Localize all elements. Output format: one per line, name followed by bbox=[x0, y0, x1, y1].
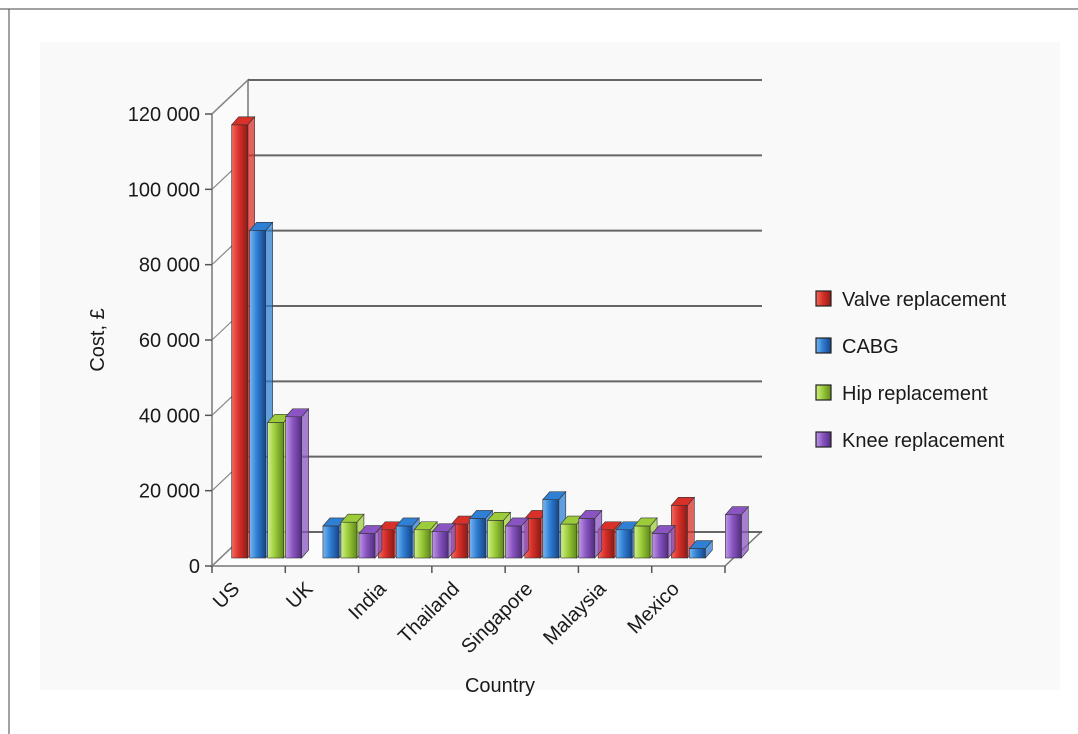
y-tick-label: 100 000 bbox=[128, 179, 200, 201]
bar-hip-replacement-thailand bbox=[486, 511, 512, 559]
legend-label: Knee replacement bbox=[842, 430, 1005, 452]
legend-label: CABG bbox=[842, 336, 899, 358]
plot-area-background bbox=[40, 42, 1060, 690]
legend-swatch bbox=[815, 384, 832, 401]
bars bbox=[230, 116, 750, 559]
bar-cabg-mexico bbox=[688, 539, 714, 559]
gridline-side bbox=[211, 79, 249, 115]
bar-knee-replacement-mexico bbox=[724, 505, 750, 559]
y-tick-label: 0 bbox=[189, 556, 200, 578]
legend-label: Valve replacement bbox=[842, 289, 1007, 311]
legend-label: Hip replacement bbox=[842, 383, 988, 405]
bar-knee-replacement-india bbox=[431, 522, 456, 559]
legend: Valve replacement CABG Hip replacement Knee… bbox=[815, 289, 1007, 452]
bar-knee-replacement-us bbox=[284, 407, 310, 559]
y-tick-label: 60 000 bbox=[139, 330, 200, 352]
y-axis: 0 20 000 40 000 60 000 80 000 100 000 120 000 bbox=[128, 104, 212, 578]
bar-knee-replacement-uk bbox=[358, 524, 383, 559]
x-axis-title: Country bbox=[465, 675, 535, 697]
y-tick-label: 120 000 bbox=[128, 104, 200, 126]
y-tick-label: 80 000 bbox=[139, 255, 200, 277]
legend-swatch bbox=[815, 431, 832, 448]
y-tick-label: 20 000 bbox=[139, 481, 200, 503]
legend-swatch bbox=[815, 290, 832, 307]
bar-knee-replacement-malaysia bbox=[651, 524, 676, 559]
bar-knee-replacement-singapore bbox=[578, 509, 603, 559]
y-tick-label: 40 000 bbox=[139, 405, 200, 427]
y-axis-title: Cost, £ bbox=[87, 308, 109, 371]
legend-swatch bbox=[815, 337, 832, 354]
bar-knee-replacement-thailand bbox=[504, 517, 530, 559]
